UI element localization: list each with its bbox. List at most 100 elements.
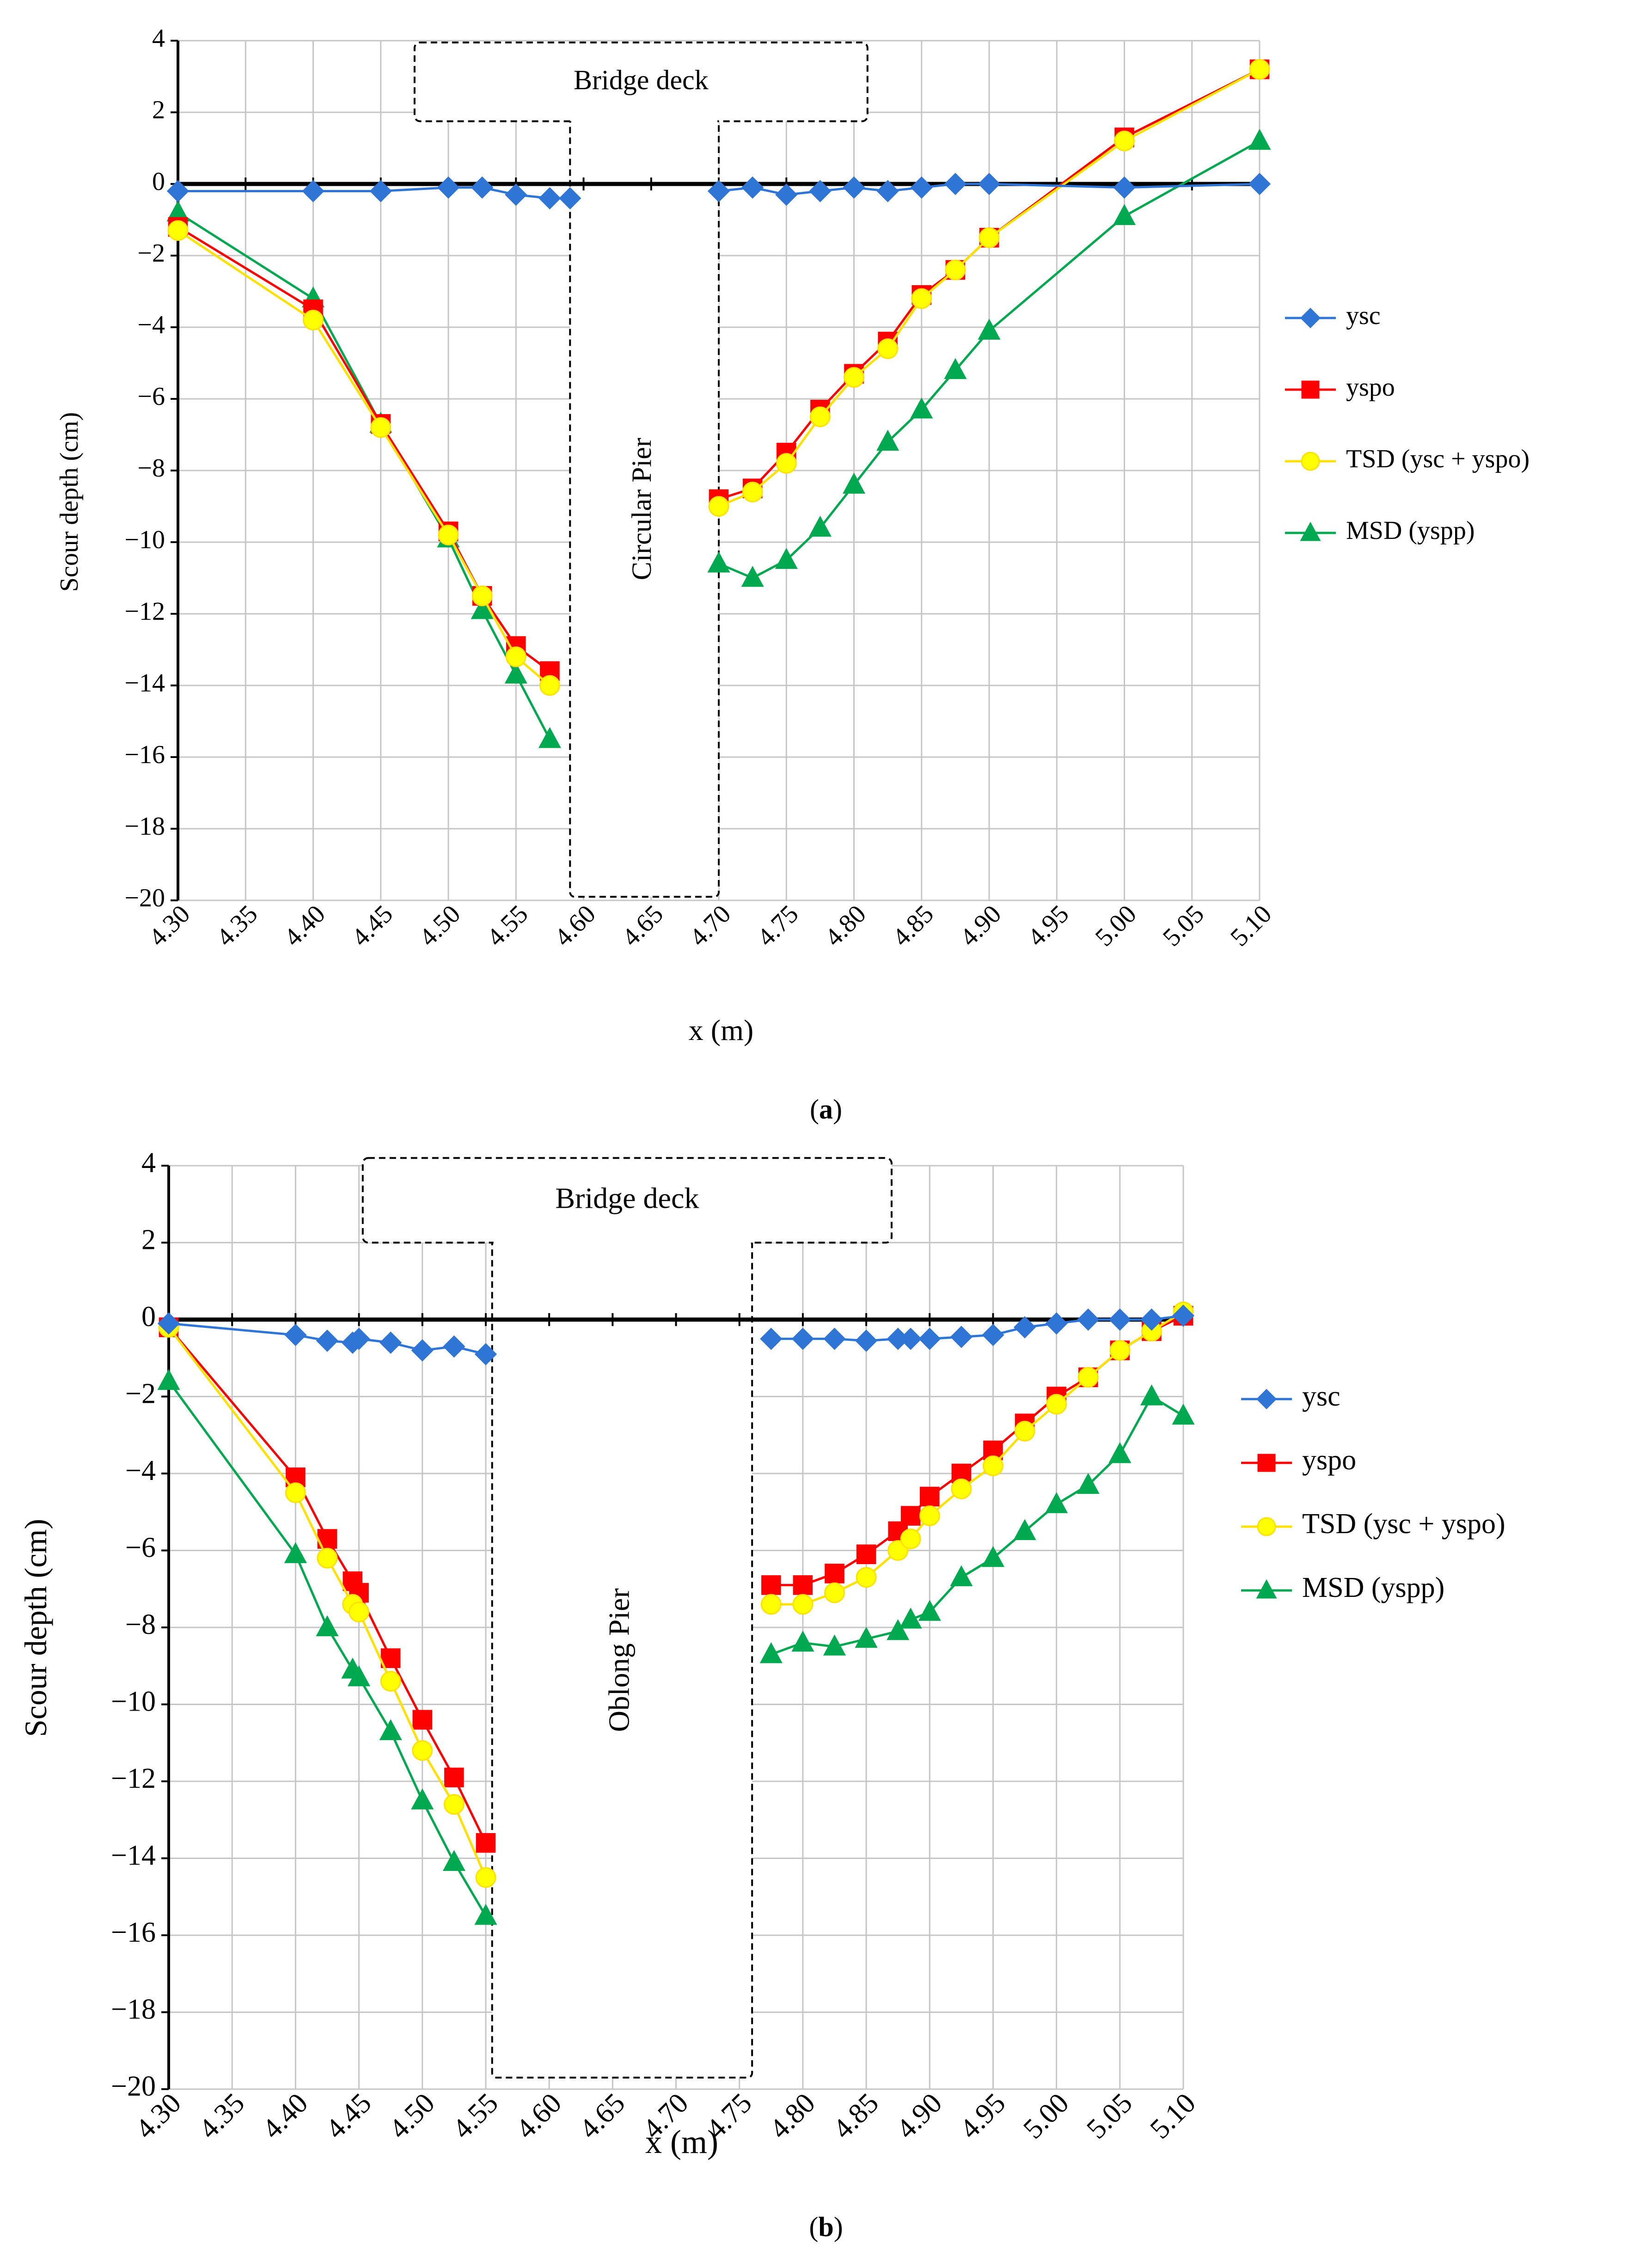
data-point-ysc <box>978 172 1001 196</box>
y-tick-label: −20 <box>111 2071 156 2102</box>
data-point-yspo <box>900 1506 921 1526</box>
data-point-msd <box>284 1542 307 1563</box>
data-point-tsd <box>317 1547 338 1569</box>
legend-item-msd: MSD (yspp) <box>1241 1572 1444 1603</box>
data-point-ysc <box>505 183 527 206</box>
data-point-msd <box>379 1719 402 1740</box>
data-point-tsd <box>742 482 763 502</box>
y-tick-label: −8 <box>125 1609 156 1640</box>
y-tick-label: 0 <box>152 167 165 196</box>
data-point-msd <box>981 1546 1004 1567</box>
data-point-msd <box>741 566 764 587</box>
data-point-ysc <box>1140 1308 1163 1331</box>
data-point-ysc <box>538 187 561 210</box>
data-point-tsd <box>370 417 392 438</box>
data-point-ysc <box>760 1327 783 1350</box>
data-point-tsd <box>1109 1340 1131 1361</box>
data-point-msd <box>316 1615 339 1637</box>
series-ysc-b <box>157 1304 1195 1366</box>
data-point-ysc <box>443 1335 465 1358</box>
data-point-ysc <box>843 176 865 199</box>
legend-label-ysc: ysc <box>1302 1381 1340 1412</box>
y-tick-label: −6 <box>125 1532 156 1564</box>
data-point-tsd <box>792 1594 814 1615</box>
data-point-ysc <box>437 176 460 199</box>
legend-item-tsd: TSD (ysc + yspo) <box>1241 1508 1505 1540</box>
data-point-msd <box>944 358 967 379</box>
legend-label-tsd: TSD (ysc + yspo) <box>1346 445 1530 473</box>
data-point-tsd <box>380 1671 401 1692</box>
data-point-tsd <box>475 1867 496 1888</box>
legend-b: ysc yspo TSD (ysc + yspo) MSD (yspp) <box>1241 1381 1505 1603</box>
legend-item-tsd: TSD (ysc + yspo) <box>1285 445 1530 473</box>
data-point-tsd <box>471 585 493 606</box>
data-point-tsd <box>760 1594 782 1615</box>
data-point-ysc <box>741 176 764 199</box>
data-point-ysc <box>316 1329 339 1352</box>
data-point-ysc <box>166 180 190 202</box>
data-point-tsd <box>983 1455 1003 1476</box>
data-point-msd <box>411 1788 434 1810</box>
data-point-tsd <box>303 310 324 330</box>
data-point-yspo <box>380 1648 401 1668</box>
data-point-ysc <box>474 1343 497 1366</box>
data-point-ysc <box>1172 1304 1195 1327</box>
data-point-ysc <box>707 180 730 202</box>
data-point-tsd <box>1046 1394 1067 1415</box>
data-point-ysc <box>918 1327 941 1350</box>
data-point-tsd <box>1077 1367 1099 1388</box>
data-point-tsd <box>1249 59 1270 80</box>
data-point-ysc <box>1013 1316 1036 1339</box>
data-point-yspo <box>793 1575 813 1595</box>
data-point-msd <box>950 1565 973 1586</box>
legend-label-yspo: yspo <box>1346 373 1395 402</box>
data-point-ysc <box>910 176 933 199</box>
data-point-tsd <box>412 1740 433 1761</box>
data-point-ysc <box>379 1331 402 1354</box>
data-point-tsd <box>349 1602 369 1623</box>
legend-marker-tsd <box>1257 1517 1276 1536</box>
data-point-ysc <box>876 180 899 202</box>
legend-marker-yspo <box>1257 1454 1276 1472</box>
legend-label-msd: MSD (yspp) <box>1302 1572 1444 1603</box>
panel-label-b: (b) <box>809 2212 843 2242</box>
data-point-ysc <box>855 1329 878 1352</box>
legend-item-msd: MSD (yspp) <box>1285 516 1475 545</box>
data-point-yspo <box>476 1833 496 1853</box>
data-point-tsd <box>285 1482 306 1504</box>
legend-item-yspo: yspo <box>1285 373 1395 402</box>
data-point-ysc <box>982 1324 1004 1346</box>
data-point-tsd <box>919 1505 940 1526</box>
y-tick-label: −4 <box>137 311 165 339</box>
bridge-deck-label-b: Bridge deck <box>555 1182 699 1215</box>
circular-pier-label: Circular Pier <box>626 438 657 580</box>
data-point-msd <box>1013 1519 1036 1540</box>
data-point-tsd <box>443 1794 465 1815</box>
data-point-msd <box>978 318 1001 340</box>
data-point-msd <box>157 1369 180 1390</box>
bridge-deck-label-a: Bridge deck <box>574 65 709 95</box>
data-point-msd <box>442 1850 465 1871</box>
data-point-msd <box>899 1608 922 1629</box>
y-tick-label: −18 <box>111 1994 156 2025</box>
legend-marker-yspo <box>1301 380 1320 399</box>
data-point-tsd <box>945 259 966 281</box>
data-point-msd <box>1045 1492 1068 1513</box>
x-axis-title-b: x (m) <box>645 2123 718 2160</box>
data-point-ysc <box>775 183 798 206</box>
data-point-yspo <box>919 1486 940 1507</box>
data-point-msd <box>474 1904 497 1925</box>
legend-label-msd: MSD (yspp) <box>1346 516 1475 545</box>
y-tick-label: −12 <box>124 597 165 626</box>
data-point-msd <box>887 1619 910 1640</box>
oblong-pier-label: Oblong Pier <box>603 1588 636 1732</box>
data-point-msd <box>775 548 798 569</box>
data-point-msd <box>876 429 899 451</box>
y-tick-label: −16 <box>124 740 165 769</box>
series-group-b <box>157 1301 1195 1925</box>
y-axis-title-b: Scour depth (cm) <box>18 1519 53 1737</box>
legend-label-yspo: yspo <box>1302 1444 1356 1476</box>
legend-marker-ysc <box>1256 1388 1277 1410</box>
data-point-msd <box>707 551 730 573</box>
